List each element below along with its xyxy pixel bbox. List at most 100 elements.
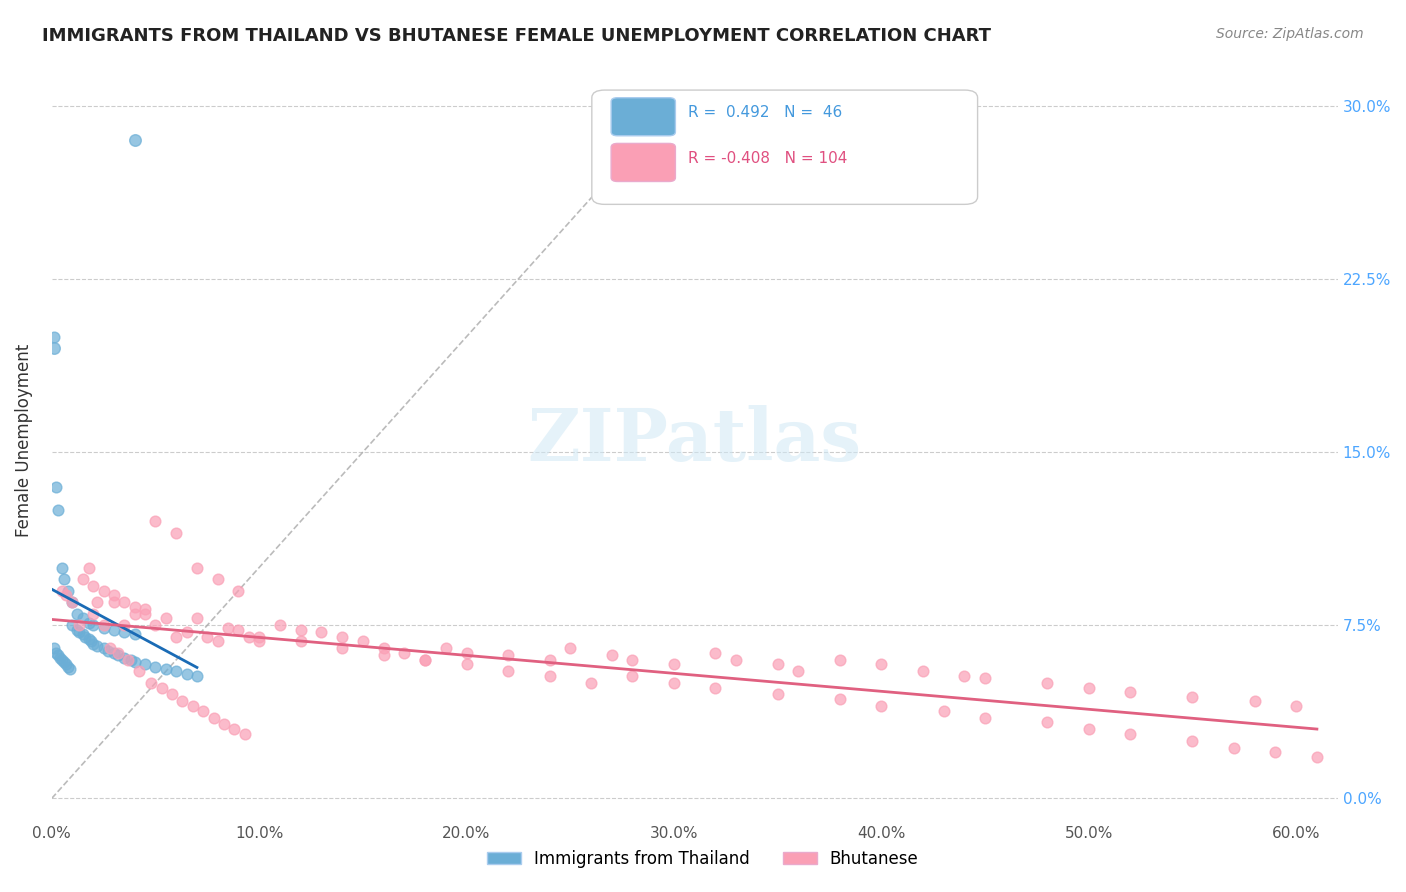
FancyBboxPatch shape — [592, 90, 977, 204]
Point — [560, 641, 582, 656]
Point — [49, 650, 72, 665]
Point — [112, 650, 135, 665]
Point — [112, 618, 135, 632]
Point — [82, 607, 104, 621]
Point — [1264, 745, 1286, 759]
Point — [207, 572, 229, 586]
Point — [176, 666, 198, 681]
Point — [1036, 676, 1059, 690]
Point — [1223, 740, 1246, 755]
Point — [93, 621, 115, 635]
Point — [195, 630, 218, 644]
Point — [202, 710, 225, 724]
Point — [145, 618, 167, 632]
Point — [1077, 681, 1099, 695]
Point — [1119, 685, 1142, 699]
Point — [932, 704, 955, 718]
Point — [53, 655, 76, 669]
Point — [434, 641, 457, 656]
Point — [59, 662, 82, 676]
Point — [72, 611, 94, 625]
Point — [155, 611, 177, 625]
Point — [1119, 727, 1142, 741]
Point — [165, 630, 187, 644]
Point — [496, 648, 519, 663]
Point — [82, 637, 104, 651]
Point — [145, 514, 167, 528]
Point — [870, 699, 893, 714]
Point — [103, 588, 125, 602]
Point — [953, 669, 976, 683]
Point — [1036, 715, 1059, 730]
Point — [456, 646, 478, 660]
Point — [600, 648, 623, 663]
Point — [62, 595, 84, 609]
Point — [766, 688, 789, 702]
Point — [621, 653, 644, 667]
Point — [58, 583, 80, 598]
Point — [51, 583, 73, 598]
Point — [77, 632, 100, 646]
Point — [269, 618, 291, 632]
Point — [766, 657, 789, 672]
Point — [290, 634, 312, 648]
Point — [224, 722, 246, 736]
Point — [621, 669, 644, 683]
Point — [176, 625, 198, 640]
Point — [1306, 749, 1329, 764]
Point — [124, 607, 146, 621]
Point — [45, 646, 67, 660]
Point — [124, 627, 146, 641]
Point — [72, 572, 94, 586]
Point — [311, 625, 333, 640]
Point — [394, 646, 416, 660]
Point — [66, 623, 89, 637]
Point — [1285, 699, 1308, 714]
Point — [228, 583, 250, 598]
Point — [212, 717, 235, 731]
Point — [128, 665, 150, 679]
Point — [58, 660, 80, 674]
Point — [352, 634, 374, 648]
Point — [112, 625, 135, 640]
Point — [67, 618, 90, 632]
Point — [165, 525, 187, 540]
Point — [228, 623, 250, 637]
Point — [207, 634, 229, 648]
Point — [413, 653, 436, 667]
Point — [870, 657, 893, 672]
Point — [98, 641, 121, 656]
Point — [150, 681, 173, 695]
Point — [413, 653, 436, 667]
Point — [42, 329, 65, 343]
Point — [103, 595, 125, 609]
Point — [373, 641, 395, 656]
Point — [51, 560, 73, 574]
Point — [1181, 733, 1204, 747]
Point — [456, 657, 478, 672]
FancyBboxPatch shape — [612, 144, 675, 181]
Point — [86, 639, 108, 653]
Point — [80, 634, 103, 648]
Point — [124, 133, 146, 147]
Point — [77, 615, 100, 630]
Point — [330, 630, 353, 644]
Point — [73, 630, 96, 644]
Text: ZIPatlas: ZIPatlas — [527, 405, 862, 476]
Point — [662, 657, 685, 672]
Point — [186, 669, 208, 683]
Point — [45, 480, 67, 494]
Point — [1077, 722, 1099, 736]
Point — [373, 648, 395, 663]
Point — [233, 727, 256, 741]
Point — [82, 618, 104, 632]
Point — [160, 688, 183, 702]
Point — [247, 630, 270, 644]
Point — [704, 681, 727, 695]
Point — [93, 618, 115, 632]
Point — [93, 583, 115, 598]
Point — [120, 653, 142, 667]
Point — [172, 694, 194, 708]
Point — [46, 648, 69, 663]
Point — [538, 653, 561, 667]
